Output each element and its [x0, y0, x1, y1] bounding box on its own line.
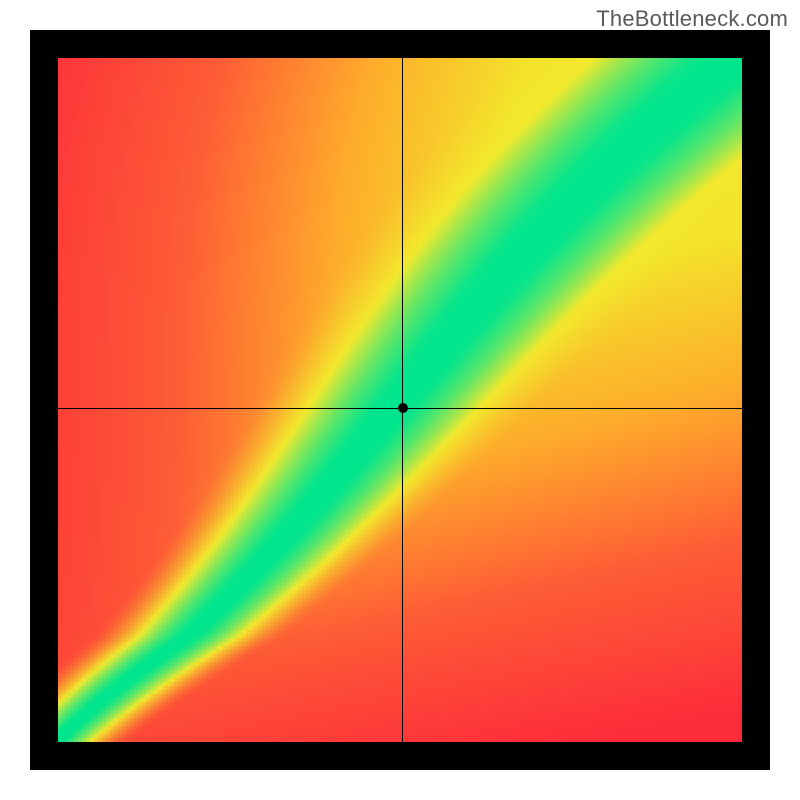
bottleneck-heatmap [30, 30, 770, 770]
source-watermark: TheBottleneck.com [596, 6, 788, 32]
